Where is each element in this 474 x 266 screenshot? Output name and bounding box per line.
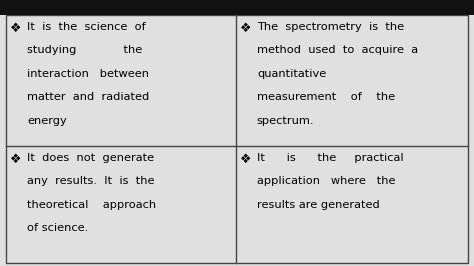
Text: ❖: ❖ — [240, 153, 252, 166]
Text: results are generated: results are generated — [257, 200, 380, 210]
Text: interaction   between: interaction between — [27, 69, 149, 79]
Text: application   where   the: application where the — [257, 176, 395, 186]
Text: theoretical    approach: theoretical approach — [27, 200, 156, 210]
Text: method  used  to  acquire  a: method used to acquire a — [257, 45, 418, 56]
Text: studying             the: studying the — [27, 45, 142, 56]
Text: ❖: ❖ — [240, 22, 252, 35]
Text: spectrum.: spectrum. — [257, 116, 314, 126]
Text: It      is      the     practical: It is the practical — [257, 153, 403, 163]
Text: ❖: ❖ — [10, 22, 22, 35]
Text: It  does  not  generate: It does not generate — [27, 153, 154, 163]
Text: The  spectrometry  is  the: The spectrometry is the — [257, 22, 404, 32]
Text: ❖: ❖ — [10, 153, 22, 166]
Text: quantitative: quantitative — [257, 69, 326, 79]
Text: matter  and  radiated: matter and radiated — [27, 92, 149, 102]
Text: energy: energy — [27, 116, 67, 126]
Text: measurement    of    the: measurement of the — [257, 92, 395, 102]
Text: any  results.  It  is  the: any results. It is the — [27, 176, 155, 186]
Bar — [0, 0, 474, 15]
Text: It  is  the  science  of: It is the science of — [27, 22, 146, 32]
Text: of science.: of science. — [27, 223, 88, 233]
